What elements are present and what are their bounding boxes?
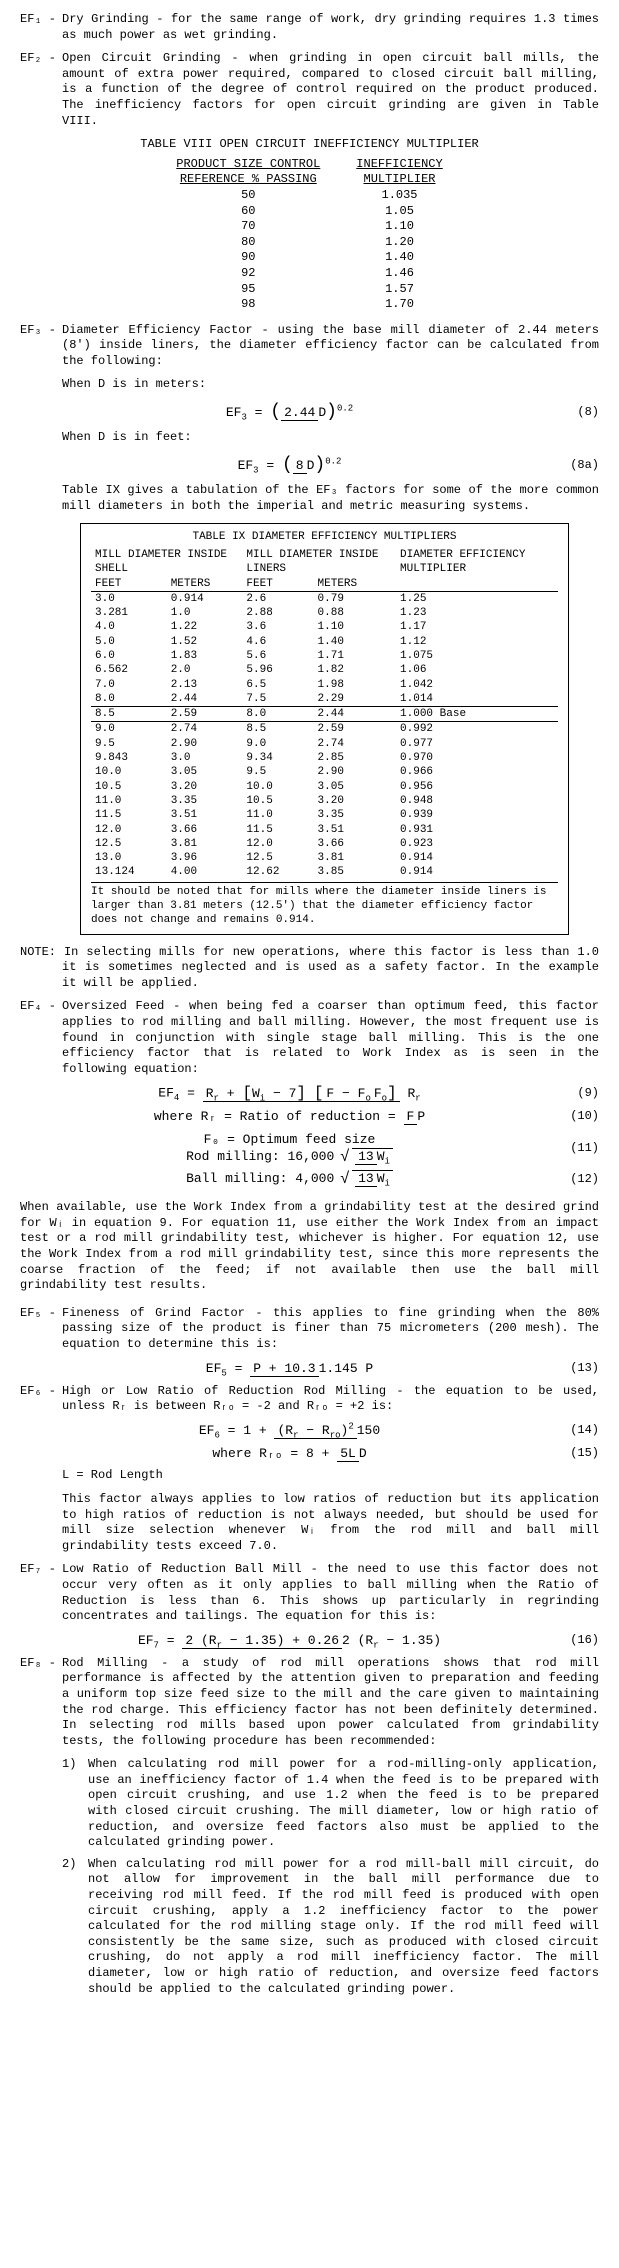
ef6: EF₆ - High or Low Ratio of Reduction Rod… <box>20 1384 599 1415</box>
eq-15: where Rᵣₒ = 8 + 5LD (15) <box>20 1446 599 1463</box>
ef5-label: EF₅ - <box>20 1306 62 1353</box>
eq-13: EF5 = P + 10.31.145 P (13) <box>20 1361 599 1378</box>
ef7-text: Low Ratio of Reduction Ball Mill - the n… <box>62 1562 599 1624</box>
ef4: EF₄ - Oversized Feed - when being fed a … <box>20 999 599 1077</box>
ef3-when-f: When D is in feet: <box>20 430 599 446</box>
eq-14: EF6 = 1 + (Rr − Rro)2150 (14) <box>20 1423 599 1440</box>
table-ix-box: TABLE IX DIAMETER EFFICIENCY MULTIPLIERS… <box>80 523 569 935</box>
table-ix: MILL DIAMETER INSIDE SHELL MILL DIAMETER… <box>91 548 558 880</box>
ef7-label: EF₇ - <box>20 1562 62 1624</box>
ef5: EF₅ - Fineness of Grind Factor - this ap… <box>20 1306 599 1353</box>
ef2-label: EF₂ - <box>20 51 62 129</box>
ef4-after: When available, use the Work Index from … <box>20 1200 599 1294</box>
eq-12: Ball milling: 4,000 13Wi (12) <box>20 1171 599 1188</box>
eq-10: where Rᵣ = Ratio of reduction = FP (10) <box>20 1109 599 1126</box>
ef8-text: Rod Milling - a study of rod mill operat… <box>62 1656 599 1750</box>
ef4-label: EF₄ - <box>20 999 62 1077</box>
t8-h1: PRODUCT SIZE CONTROLREFERENCE % PASSING <box>158 157 338 188</box>
ef8-item-2: 2) When calculating rod mill power for a… <box>62 1857 599 1997</box>
ef3-when-m: When D is in meters: <box>20 377 599 393</box>
ef3-tabnote: Table IX gives a tabulation of the EF₃ f… <box>20 483 599 514</box>
t8-h2: INEFFICIENCYMULTIPLIER <box>338 157 460 188</box>
ef8-label: EF₈ - <box>20 1656 62 1750</box>
ef6-label: EF₆ - <box>20 1384 62 1415</box>
ef6-after: This factor always applies to low ratios… <box>20 1492 599 1554</box>
ef8-item-1: 1) When calculating rod mill power for a… <box>62 1757 599 1851</box>
eq-9: EF4 = Rr + [Wi − 7] [F − FoFo] Rr (9) <box>20 1085 599 1102</box>
ef5-text: Fineness of Grind Factor - this applies … <box>62 1306 599 1353</box>
ef1-text: Dry Grinding - for the same range of wor… <box>62 12 599 43</box>
t9-title: TABLE IX DIAMETER EFFICIENCY MULTIPLIERS <box>91 530 558 544</box>
ef7: EF₇ - Low Ratio of Reduction Ball Mill -… <box>20 1562 599 1624</box>
ef8: EF₈ - Rod Milling - a study of rod mill … <box>20 1656 599 1750</box>
eq-8a: EF3 = (8D)0.2 (8a) <box>20 454 599 477</box>
table-viii: PRODUCT SIZE CONTROLREFERENCE % PASSING … <box>158 157 460 313</box>
ef2: EF₂ - Open Circuit Grinding - when grind… <box>20 51 599 129</box>
ef1-label: EF₁ - <box>20 12 62 43</box>
ef3-label: EF₃ - <box>20 323 62 370</box>
ef3-text: Diameter Efficiency Factor - using the b… <box>62 323 599 370</box>
ef6-L: L = Rod Length <box>20 1468 599 1484</box>
ef1: EF₁ - Dry Grinding - for the same range … <box>20 12 599 43</box>
eq-8: EF3 = (2.44D)0.2 (8) <box>20 401 599 424</box>
eq-16: EF7 = 2 (Rr − 1.35) + 0.262 (Rr − 1.35) … <box>20 1633 599 1650</box>
note-selecting: NOTE: In selecting mills for new operati… <box>20 945 599 992</box>
ef4-text: Oversized Feed - when being fed a coarse… <box>62 999 599 1077</box>
ef6-text: High or Low Ratio of Reduction Rod Milli… <box>62 1384 599 1415</box>
t8-title: TABLE VIII OPEN CIRCUIT INEFFICIENCY MUL… <box>20 137 599 153</box>
ef2-text: Open Circuit Grinding - when grinding in… <box>62 51 599 129</box>
eq-11: F₀ = Optimum feed sizeRod milling: 16,00… <box>20 1132 599 1166</box>
ef3: EF₃ - Diameter Efficiency Factor - using… <box>20 323 599 370</box>
t9-note: It should be noted that for mills where … <box>91 885 558 928</box>
